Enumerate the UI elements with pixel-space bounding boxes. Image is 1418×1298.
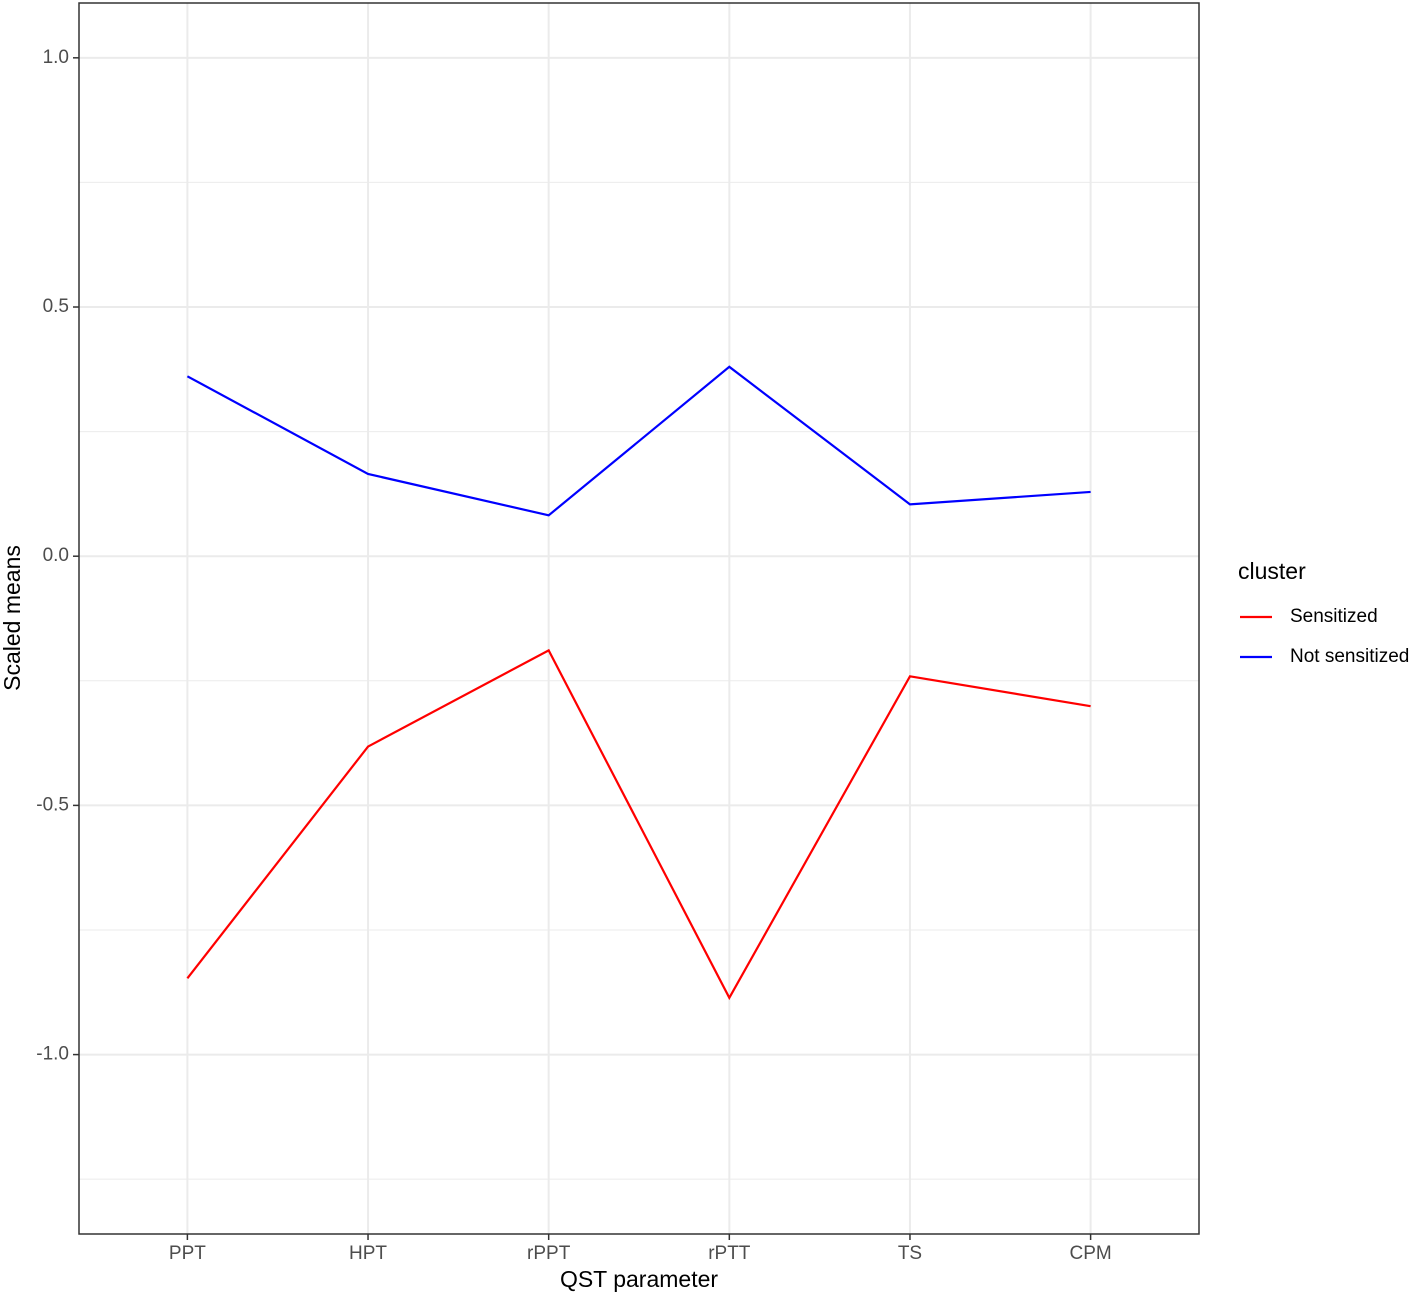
y-axis-title: Scaled means (0, 545, 25, 691)
x-tick-label: TS (898, 1243, 922, 1264)
legend-title: cluster (1238, 558, 1306, 584)
y-tick-label: 1.0 (43, 47, 69, 68)
y-tick-label: 0.0 (43, 545, 69, 566)
y-tick-label: -1.0 (36, 1044, 69, 1065)
legend-label: Not sensitized (1290, 646, 1409, 667)
legend-label: Sensitized (1290, 606, 1378, 627)
x-axis-title: QST parameter (560, 1266, 718, 1292)
x-tick-label: PPT (169, 1243, 206, 1264)
x-tick-label: CPM (1069, 1243, 1111, 1264)
plot-border (78, 2, 1200, 1235)
x-tick-label: rPTT (708, 1243, 751, 1264)
line-series (186, 648, 1091, 1001)
y-tick-label: -0.5 (36, 794, 69, 815)
x-tick-label: HPT (349, 1243, 387, 1264)
y-tick-label: 0.5 (43, 296, 69, 317)
x-tick-label: rPPT (527, 1243, 571, 1264)
line-series (186, 365, 1091, 517)
